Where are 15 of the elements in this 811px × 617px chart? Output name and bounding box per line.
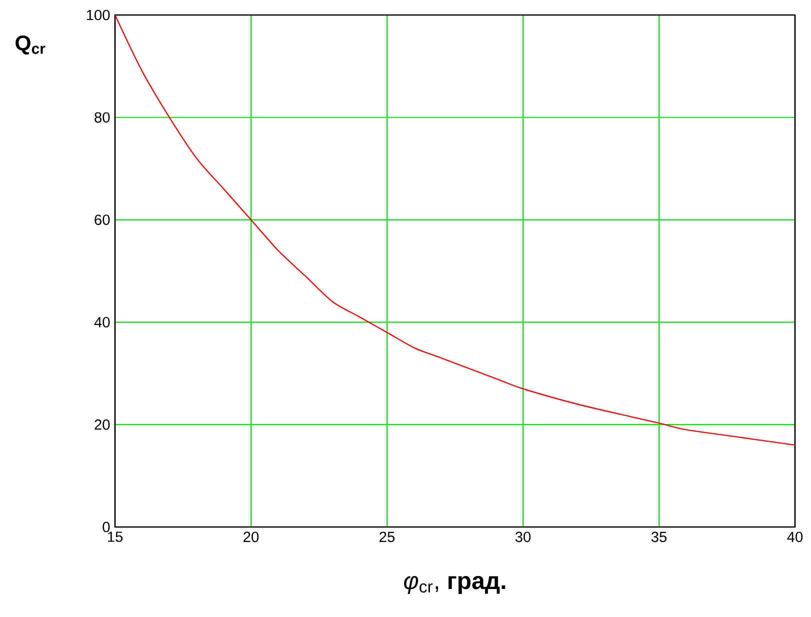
x-tick-label: 30 (515, 532, 531, 542)
x-axis-title: φ$_{cr}$, град. (404, 576, 506, 594)
x-tick-label: 20 (244, 532, 259, 542)
y-tick-label: 60 (94, 214, 110, 225)
x-tick-label: 25 (380, 532, 395, 542)
y-tick-label: 0 (102, 522, 110, 532)
y-tick-label: 40 (94, 317, 110, 328)
x-tick-label: 15 (108, 532, 123, 542)
x-tick-label: 40 (787, 532, 803, 542)
line-series (115, 14, 795, 446)
x-tick-label: 35 (651, 532, 667, 542)
y-axis-title: Q$_{cr}$ (16, 35, 46, 55)
y-tick-label: 100 (86, 10, 110, 20)
y-tick-label: 20 (94, 419, 110, 430)
y-tick-label: 80 (94, 112, 110, 123)
